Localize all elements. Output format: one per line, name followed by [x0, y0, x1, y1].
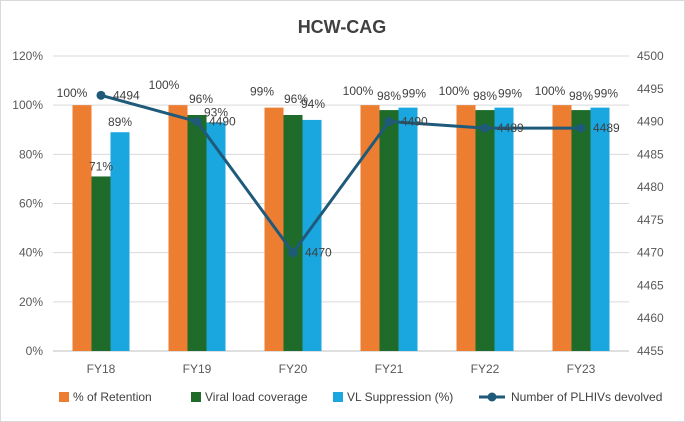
- bar: [398, 107, 418, 351]
- bar: [360, 105, 380, 352]
- right-tick-label: 4465: [637, 278, 664, 292]
- legend-marker: [487, 392, 497, 402]
- bar: [206, 122, 226, 351]
- bar-data-label: 93%: [204, 105, 228, 119]
- left-tick-label: 120%: [12, 49, 43, 63]
- line-point: [576, 123, 586, 133]
- right-tick-label: 4475: [637, 213, 664, 227]
- bar: [72, 105, 92, 352]
- left-tick-label: 0%: [26, 344, 44, 358]
- right-tick-label: 4500: [637, 49, 664, 63]
- category-label: FY21: [375, 362, 404, 376]
- right-tick-label: 4485: [637, 147, 664, 161]
- data-labels: 100% 100% 99% 100% 100% 100% 71% 96% 96% 98% 98% 98…: [57, 78, 620, 260]
- right-tick-label: 4470: [637, 246, 664, 260]
- line-data-label: 4490: [401, 115, 428, 129]
- legend-swatch: [191, 392, 201, 402]
- line-data-label: 4470: [305, 246, 332, 260]
- bar-data-label: 100%: [439, 84, 470, 98]
- left-tick-label: 100%: [12, 98, 43, 112]
- bar-data-label: 71%: [89, 159, 113, 173]
- bar: [110, 132, 130, 351]
- right-tick-label: 4490: [637, 115, 664, 129]
- bar-data-label: 99%: [402, 87, 426, 101]
- left-tick-label: 20%: [19, 295, 43, 309]
- left-tick-label: 80%: [19, 147, 43, 161]
- bar: [379, 110, 399, 351]
- bar-data-label: 98%: [377, 89, 401, 103]
- line-point: [192, 117, 202, 127]
- bar: [302, 119, 322, 352]
- left-tick-label: 60%: [19, 197, 43, 211]
- legend-item: VL Suppression (%): [333, 390, 453, 404]
- category-label: FY20: [279, 362, 308, 376]
- bar-data-label: 98%: [569, 89, 593, 103]
- category-label: FY23: [567, 362, 596, 376]
- bar-data-label: 100%: [535, 84, 566, 98]
- bars: [72, 105, 610, 352]
- bar: [552, 105, 572, 352]
- category-label: FY18: [87, 362, 116, 376]
- chart-title: HCW-CAG: [298, 17, 387, 37]
- line-point: [96, 90, 106, 100]
- bar: [590, 107, 610, 351]
- bar: [571, 110, 591, 351]
- bar-data-label: 99%: [498, 87, 522, 101]
- bar-data-label: 100%: [149, 78, 180, 92]
- bar: [475, 110, 495, 351]
- line-series: [96, 90, 586, 258]
- bar-data-label: 89%: [108, 115, 132, 129]
- line-point: [480, 123, 490, 133]
- legend-label: Number of PLHIVs devolved: [511, 390, 662, 404]
- line-point: [384, 117, 394, 127]
- bar-data-label: 99%: [250, 85, 274, 99]
- bar: [456, 105, 476, 352]
- right-tick-label: 4480: [637, 180, 664, 194]
- bar-data-label: 100%: [343, 84, 374, 98]
- legend-label: VL Suppression (%): [347, 390, 453, 404]
- bar-data-label: 99%: [594, 87, 618, 101]
- category-label: FY22: [471, 362, 500, 376]
- legend-item: % of Retention: [59, 390, 152, 404]
- line-data-label: 4489: [497, 121, 524, 135]
- line-data-label: 4490: [209, 115, 236, 129]
- bar: [187, 115, 207, 351]
- bar: [283, 115, 303, 351]
- bar: [91, 176, 111, 351]
- category-axis: FY18 FY19 FY20 FY21 FY22 FY23: [87, 362, 596, 376]
- line-point: [288, 248, 298, 258]
- bar: [168, 105, 188, 352]
- legend-swatch: [59, 392, 69, 402]
- legend-label: % of Retention: [73, 390, 152, 404]
- bar-data-label: 96%: [284, 92, 308, 106]
- bar-data-label: 96%: [189, 92, 213, 106]
- legend: % of Retention Viral load coverage VL Supp…: [59, 390, 662, 404]
- legend-label: Viral load coverage: [205, 390, 308, 404]
- legend-item: Number of PLHIVs devolved: [479, 390, 662, 404]
- line-data-label: 4494: [113, 88, 140, 102]
- right-tick-label: 4455: [637, 344, 664, 358]
- category-label: FY19: [183, 362, 212, 376]
- left-tick-label: 40%: [19, 246, 43, 260]
- line-data-label: 4489: [593, 121, 620, 135]
- bar-data-label: 98%: [473, 89, 497, 103]
- bar-data-label: 94%: [301, 97, 325, 111]
- left-axis: 0% 20% 40% 60% 80% 100% 120%: [12, 49, 43, 358]
- right-tick-label: 4460: [637, 311, 664, 325]
- legend-item: Viral load coverage: [191, 390, 308, 404]
- right-axis: 4455 4460 4465 4470 4475 4480 4485 4490 4495 4500: [637, 49, 664, 358]
- bar-data-label: 100%: [57, 86, 88, 100]
- gridlines: [53, 55, 629, 352]
- right-tick-label: 4495: [637, 82, 664, 96]
- bar: [494, 107, 514, 351]
- legend-swatch: [333, 392, 343, 402]
- bar: [264, 107, 284, 351]
- line-path: [100, 93, 581, 255]
